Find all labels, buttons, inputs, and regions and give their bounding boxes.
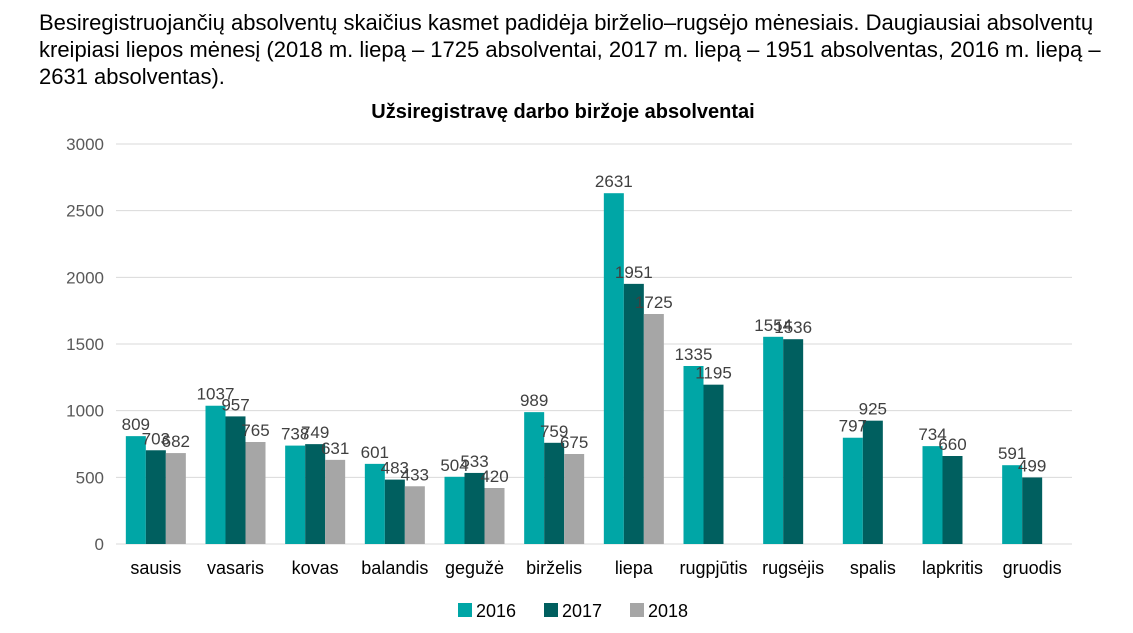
- data-label: 734: [918, 425, 946, 444]
- data-label: 1725: [635, 293, 673, 312]
- x-tick-label: rugpjūtis: [679, 558, 747, 578]
- data-label: 499: [1018, 456, 1046, 475]
- data-label: 483: [381, 459, 409, 478]
- bar-2016-birželis: [524, 412, 545, 544]
- data-label: 675: [560, 433, 588, 452]
- bars: [125, 193, 1043, 544]
- data-label: 660: [938, 435, 966, 454]
- data-label: 989: [520, 391, 548, 410]
- bar-2016-rugpjūtis: [683, 366, 704, 544]
- data-label: 433: [401, 465, 429, 484]
- intro-paragraph: Besiregistruojančių absolventų skaičius …: [39, 10, 1101, 89]
- data-label: 738: [281, 425, 309, 444]
- y-tick-label: 1000: [66, 402, 104, 421]
- bar-2017-birželis: [544, 442, 565, 544]
- legend: 2016 2017 2018: [458, 601, 688, 621]
- bar-2018-balandis: [404, 486, 425, 544]
- x-tick-label: rugsėjis: [762, 558, 824, 578]
- y-axis-ticks: 0 500 1000 1500 2000 2500 3000: [66, 135, 104, 554]
- bar-2017-kovas: [305, 444, 326, 544]
- x-tick-label: kovas: [292, 558, 339, 578]
- legend-label: 2017: [562, 601, 602, 621]
- x-tick-label: lapkritis: [922, 558, 983, 578]
- bar-2017-rugsėjis: [783, 339, 804, 544]
- data-label: 703: [142, 429, 170, 448]
- bar-2016-rugsėjis: [763, 336, 784, 544]
- gridlines: [116, 143, 1072, 545]
- bar-2018-sausis: [165, 453, 186, 544]
- x-tick-label: spalis: [850, 558, 896, 578]
- data-label: 925: [859, 400, 887, 419]
- data-label: 765: [241, 421, 269, 440]
- data-label: 1536: [774, 318, 812, 337]
- data-label: 1951: [615, 263, 653, 282]
- bar-2016-lapkritis: [922, 446, 943, 544]
- x-tick-label: gegužė: [445, 558, 504, 578]
- x-tick-label: balandis: [361, 558, 428, 578]
- x-tick-label: birželis: [526, 558, 582, 578]
- bar-2018-gegužė: [484, 488, 505, 544]
- data-label: 682: [162, 432, 190, 451]
- legend-label: 2018: [648, 601, 688, 621]
- bar-2017-lapkritis: [942, 456, 963, 544]
- bar-2016-gruodis: [1002, 465, 1023, 544]
- data-label: 631: [321, 439, 349, 458]
- data-label: 957: [221, 395, 249, 414]
- bar-2017-gegužė: [464, 472, 485, 544]
- data-label: 1037: [197, 385, 235, 404]
- bar-2017-vasaris: [225, 416, 246, 544]
- x-tick-label: vasaris: [207, 558, 264, 578]
- y-tick-label: 0: [95, 535, 104, 554]
- data-label: 1195: [695, 364, 732, 383]
- y-tick-label: 2000: [66, 268, 104, 287]
- bar-2016-sausis: [125, 436, 146, 544]
- data-label: 601: [361, 443, 389, 462]
- bar-2017-spalis: [862, 420, 883, 544]
- bar-2016-gegužė: [444, 476, 465, 544]
- bar-2018-vasaris: [245, 442, 266, 544]
- data-label: 797: [839, 417, 867, 436]
- bar-2017-sausis: [145, 450, 166, 544]
- bar-2017-liepa: [623, 283, 644, 544]
- data-label: 759: [540, 422, 568, 441]
- bar-2017-balandis: [384, 479, 405, 544]
- data-label: 749: [301, 423, 329, 442]
- x-tick-label: liepa: [615, 558, 654, 578]
- bar-2018-kovas: [325, 459, 346, 544]
- data-label: 533: [460, 452, 488, 471]
- x-tick-label: gruodis: [1003, 558, 1062, 578]
- bar-2016-liepa: [603, 193, 624, 544]
- bar-2018-birželis: [564, 454, 585, 544]
- bar-2017-gruodis: [1022, 477, 1043, 544]
- x-tick-label: sausis: [130, 558, 181, 578]
- bar-2016-vasaris: [205, 405, 226, 544]
- y-tick-label: 500: [76, 468, 104, 487]
- chart-title: Užsiregistravę darbo biržoje absolventai: [371, 101, 754, 123]
- y-tick-label: 3000: [66, 135, 104, 154]
- legend-label: 2016: [476, 601, 516, 621]
- data-label: 504: [440, 456, 468, 475]
- bar-2018-liepa: [643, 314, 664, 544]
- data-label: 809: [122, 415, 150, 434]
- data-label: 2631: [595, 172, 633, 191]
- legend-swatch-2017: [544, 603, 558, 617]
- y-tick-label: 2500: [66, 202, 104, 221]
- data-label: 420: [480, 467, 508, 486]
- data-label: 1335: [675, 345, 713, 364]
- data-label: 591: [998, 444, 1026, 463]
- bar-2016-balandis: [364, 463, 385, 544]
- bar-2016-kovas: [285, 445, 306, 544]
- x-axis-ticks: sausis vasaris kovas balandis gegužė birželis…: [130, 558, 1061, 578]
- legend-swatch-2016: [458, 603, 472, 617]
- bar-2017-rugpjūtis: [703, 384, 724, 544]
- y-tick-label: 1500: [66, 335, 104, 354]
- bar-2016-spalis: [842, 437, 863, 544]
- legend-swatch-2018: [630, 603, 644, 617]
- data-label: 1554: [754, 316, 792, 335]
